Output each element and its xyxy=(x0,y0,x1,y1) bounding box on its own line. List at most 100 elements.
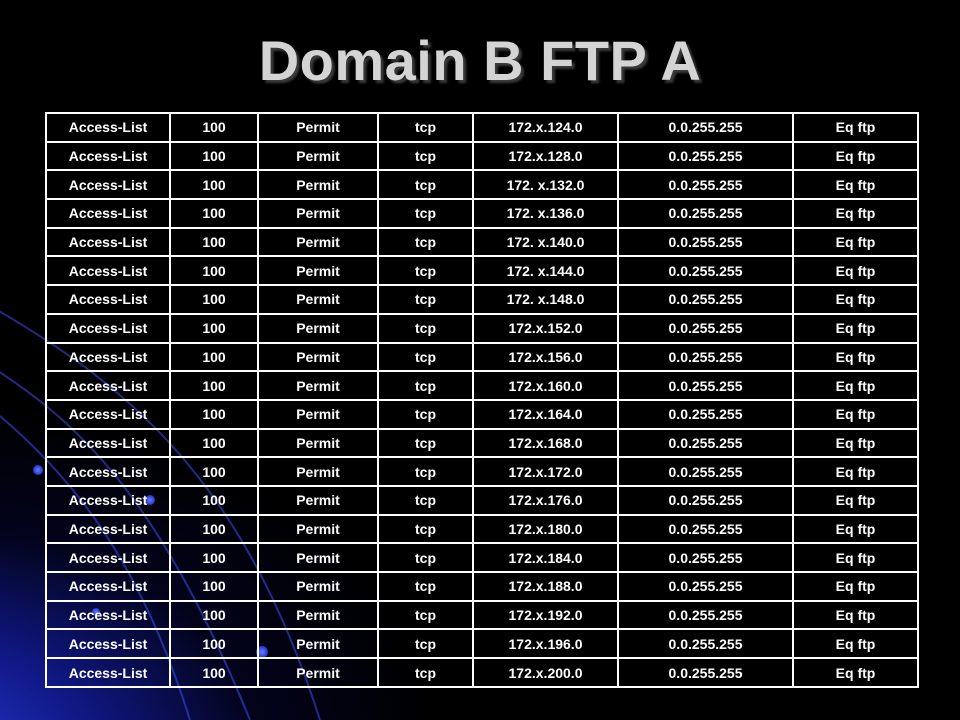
action-cell: Permit xyxy=(257,341,379,373)
wildcard-mask-cell: 0.0.255.255 xyxy=(617,456,794,487)
port-condition-cell: Eq ftp xyxy=(792,198,919,229)
protocol-cell: tcp xyxy=(377,427,474,459)
action-cell: Permit xyxy=(257,657,379,688)
protocol-cell: tcp xyxy=(377,226,474,258)
acl-table-container: Access-List 100 Permit tcp 172.x.124.0 0.0.25… xyxy=(45,112,919,688)
port-condition-cell: Eq ftp xyxy=(792,312,919,344)
wildcard-mask-cell: 0.0.255.255 xyxy=(617,169,794,201)
decorative-dot xyxy=(33,465,43,475)
port-condition-cell: Eq ftp xyxy=(792,255,919,287)
list-keyword-cell: Access-List xyxy=(45,599,171,631)
source-network-cell: 172.x.196.0 xyxy=(472,628,619,660)
acl-table: Access-List 100 Permit tcp 172.x.124.0 0.0.25… xyxy=(45,112,919,688)
source-network-cell: 172.x.152.0 xyxy=(472,312,619,344)
protocol-cell: tcp xyxy=(377,341,474,373)
source-network-cell: 172. x.132.0 xyxy=(472,169,619,201)
list-keyword-cell: Access-List xyxy=(45,513,171,545)
action-cell: Permit xyxy=(257,198,379,229)
wildcard-mask-cell: 0.0.255.255 xyxy=(617,484,794,516)
source-network-cell: 172.x.184.0 xyxy=(472,542,619,573)
action-cell: Permit xyxy=(257,571,379,602)
list-number-cell: 100 xyxy=(169,226,259,258)
action-cell: Permit xyxy=(257,456,379,487)
wildcard-mask-cell: 0.0.255.255 xyxy=(617,284,794,315)
table-row: Access-List 100 Permit tcp 172. x.148.0 0.0.2… xyxy=(45,284,919,315)
list-keyword-cell: Access-List xyxy=(45,341,171,373)
wildcard-mask-cell: 0.0.255.255 xyxy=(617,255,794,287)
source-network-cell: 172.x.156.0 xyxy=(472,341,619,373)
wildcard-mask-cell: 0.0.255.255 xyxy=(617,571,794,602)
protocol-cell: tcp xyxy=(377,571,474,602)
action-cell: Permit xyxy=(257,427,379,459)
port-condition-cell: Eq ftp xyxy=(792,571,919,602)
table-row: Access-List 100 Permit tcp 172.x.176.0 0.0.25… xyxy=(45,484,919,516)
source-network-cell: 172.x.168.0 xyxy=(472,427,619,459)
list-number-cell: 100 xyxy=(169,484,259,516)
list-number-cell: 100 xyxy=(169,255,259,287)
source-network-cell: 172.x.128.0 xyxy=(472,140,619,172)
source-network-cell: 172.x.160.0 xyxy=(472,370,619,401)
list-keyword-cell: Access-List xyxy=(45,312,171,344)
action-cell: Permit xyxy=(257,398,379,430)
list-number-cell: 100 xyxy=(169,657,259,688)
protocol-cell: tcp xyxy=(377,312,474,344)
list-number-cell: 100 xyxy=(169,284,259,315)
source-network-cell: 172. x.144.0 xyxy=(472,255,619,287)
protocol-cell: tcp xyxy=(377,599,474,631)
port-condition-cell: Eq ftp xyxy=(792,542,919,573)
protocol-cell: tcp xyxy=(377,456,474,487)
list-keyword-cell: Access-List xyxy=(45,628,171,660)
protocol-cell: tcp xyxy=(377,284,474,315)
list-number-cell: 100 xyxy=(169,571,259,602)
wildcard-mask-cell: 0.0.255.255 xyxy=(617,427,794,459)
port-condition-cell: Eq ftp xyxy=(792,628,919,660)
list-keyword-cell: Access-List xyxy=(45,169,171,201)
port-condition-cell: Eq ftp xyxy=(792,341,919,373)
source-network-cell: 172.x.176.0 xyxy=(472,484,619,516)
list-keyword-cell: Access-List xyxy=(45,112,171,143)
port-condition-cell: Eq ftp xyxy=(792,427,919,459)
source-network-cell: 172.x.188.0 xyxy=(472,571,619,602)
protocol-cell: tcp xyxy=(377,628,474,660)
source-network-cell: 172.x.172.0 xyxy=(472,456,619,487)
table-row: Access-List 100 Permit tcp 172.x.200.0 0.0.25… xyxy=(45,657,919,688)
source-network-cell: 172. x.140.0 xyxy=(472,226,619,258)
port-condition-cell: Eq ftp xyxy=(792,484,919,516)
action-cell: Permit xyxy=(257,542,379,573)
action-cell: Permit xyxy=(257,599,379,631)
source-network-cell: 172.x.180.0 xyxy=(472,513,619,545)
action-cell: Permit xyxy=(257,255,379,287)
protocol-cell: tcp xyxy=(377,484,474,516)
table-row: Access-List 100 Permit tcp 172.x.188.0 0.0.25… xyxy=(45,571,919,602)
list-keyword-cell: Access-List xyxy=(45,198,171,229)
port-condition-cell: Eq ftp xyxy=(792,112,919,143)
action-cell: Permit xyxy=(257,112,379,143)
list-keyword-cell: Access-List xyxy=(45,657,171,688)
table-row: Access-List 100 Permit tcp 172.x.160.0 0.0.25… xyxy=(45,370,919,401)
port-condition-cell: Eq ftp xyxy=(792,456,919,487)
action-cell: Permit xyxy=(257,140,379,172)
table-row: Access-List 100 Permit tcp 172.x.152.0 0.0.25… xyxy=(45,312,919,344)
wildcard-mask-cell: 0.0.255.255 xyxy=(617,140,794,172)
table-row: Access-List 100 Permit tcp 172. x.136.0 0.0.2… xyxy=(45,198,919,229)
list-number-cell: 100 xyxy=(169,112,259,143)
list-number-cell: 100 xyxy=(169,198,259,229)
port-condition-cell: Eq ftp xyxy=(792,284,919,315)
port-condition-cell: Eq ftp xyxy=(792,370,919,401)
port-condition-cell: Eq ftp xyxy=(792,513,919,545)
slide-title: Domain B FTP A xyxy=(258,29,702,92)
wildcard-mask-cell: 0.0.255.255 xyxy=(617,198,794,229)
table-row: Access-List 100 Permit tcp 172.x.128.0 0.0.25… xyxy=(45,140,919,172)
wildcard-mask-cell: 0.0.255.255 xyxy=(617,398,794,430)
protocol-cell: tcp xyxy=(377,140,474,172)
action-cell: Permit xyxy=(257,169,379,201)
table-row: Access-List 100 Permit tcp 172.x.192.0 0.0.25… xyxy=(45,599,919,631)
action-cell: Permit xyxy=(257,484,379,516)
port-condition-cell: Eq ftp xyxy=(792,657,919,688)
wildcard-mask-cell: 0.0.255.255 xyxy=(617,628,794,660)
action-cell: Permit xyxy=(257,312,379,344)
wildcard-mask-cell: 0.0.255.255 xyxy=(617,341,794,373)
list-keyword-cell: Access-List xyxy=(45,370,171,401)
table-row: Access-List 100 Permit tcp 172.x.180.0 0.0.25… xyxy=(45,513,919,545)
table-row: Access-List 100 Permit tcp 172. x.132.0 0.0.2… xyxy=(45,169,919,201)
